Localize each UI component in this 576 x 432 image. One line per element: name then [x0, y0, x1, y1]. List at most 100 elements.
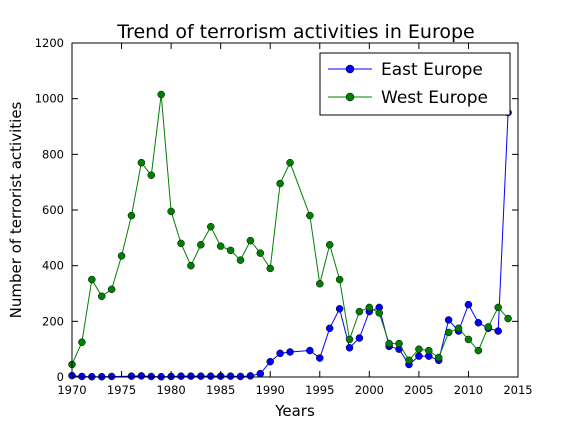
west-europe-data-point	[117, 252, 126, 260]
west-europe-data-point	[365, 303, 374, 312]
west-europe-data-point	[266, 264, 274, 273]
west-europe-data-point	[157, 90, 165, 99]
west-europe-data-point	[167, 207, 175, 216]
x-tick-label: 2005	[404, 383, 433, 397]
west-europe-data-point	[177, 239, 185, 248]
east-europe-data-point	[415, 352, 423, 360]
west-europe-data-point	[187, 261, 195, 270]
west-europe-data-point	[306, 211, 314, 220]
west-europe-data-point	[216, 242, 225, 250]
y-tick-label: 800	[42, 147, 64, 161]
east-europe-series-line	[71, 112, 509, 378]
plot-area	[68, 90, 512, 381]
west-europe-data-point	[484, 323, 493, 331]
west-europe-data-point	[444, 328, 453, 337]
east-europe-data-point	[127, 372, 136, 380]
east-europe-data-point	[286, 348, 294, 356]
west-europe-data-point	[355, 307, 364, 316]
east-europe-data-point	[256, 369, 265, 378]
west-europe-data-point	[405, 356, 413, 365]
west-europe-data-point	[207, 222, 215, 231]
west-europe-data-point	[335, 275, 344, 284]
east-europe-data-point	[316, 354, 324, 362]
x-tick-label: 1995	[305, 383, 334, 397]
east-europe-data-point	[226, 372, 235, 380]
west-europe-data-point	[464, 335, 473, 344]
west-europe-data-point	[78, 338, 86, 346]
west-europe-data-point	[325, 241, 334, 249]
legend-west-marker	[345, 92, 355, 102]
west-europe-data-point	[147, 171, 156, 179]
east-europe-data-point	[306, 346, 314, 355]
x-tick-label: 2000	[355, 383, 384, 397]
y-tick-label: 1000	[35, 92, 64, 106]
east-europe-data-point	[335, 305, 344, 313]
west-europe-data-point	[494, 303, 502, 312]
west-europe-data-point	[425, 346, 433, 355]
axis-ticks: 1970 1975 1980 1985 1990 1995 2000 2005 2010 2015…	[35, 36, 533, 397]
x-axis-label: Years	[274, 402, 315, 420]
east-europe-data-point	[474, 318, 483, 327]
west-europe-data-point	[385, 339, 393, 348]
east-europe-data-point	[276, 349, 284, 358]
x-tick-label: 1970	[57, 383, 86, 397]
y-tick-label: 400	[42, 259, 64, 273]
west-europe-data-point	[197, 241, 205, 249]
west-europe-data-point	[276, 179, 284, 188]
west-europe-data-point	[286, 158, 294, 167]
west-europe-data-point	[395, 339, 403, 348]
east-europe-data-point	[444, 316, 453, 324]
east-europe-data-point	[78, 372, 86, 381]
legend-box	[319, 52, 511, 116]
y-tick-label: 1200	[35, 36, 64, 50]
west-europe-data-point	[226, 246, 235, 255]
west-europe-data-point	[256, 249, 265, 257]
x-tick-label: 1975	[107, 383, 136, 397]
west-europe-data-point	[107, 285, 116, 294]
west-europe-data-point	[345, 335, 354, 344]
east-europe-data-point	[207, 372, 215, 380]
legend-east-label: East Europe	[381, 60, 483, 80]
west-europe-data-point	[316, 280, 324, 288]
west-europe-data-point	[88, 275, 96, 284]
legend-west-label: West Europe	[381, 88, 488, 108]
legend: East Europe West Europe	[319, 52, 511, 116]
west-europe-series-line	[71, 94, 509, 365]
west-europe-data-point	[375, 309, 383, 317]
west-europe-data-point	[236, 256, 245, 264]
east-europe-data-point	[345, 344, 354, 352]
west-europe-data-point	[97, 292, 106, 301]
east-europe-data-point	[266, 357, 274, 366]
x-tick-label: 2015	[503, 383, 532, 397]
y-tick-label: 200	[42, 314, 64, 328]
east-europe-data-point	[177, 372, 185, 380]
y-tick-label: 600	[42, 203, 64, 217]
y-tick-label: 0	[57, 370, 64, 384]
east-europe-data-point	[147, 372, 156, 381]
east-europe-data-point	[107, 372, 116, 381]
x-tick-label: 1985	[206, 383, 235, 397]
y-axis-label: Number of terrorist activities	[7, 101, 25, 318]
east-europe-data-point	[137, 372, 146, 380]
west-europe-data-point	[415, 345, 423, 353]
west-europe-data-point	[454, 324, 463, 333]
x-tick-label: 2010	[454, 383, 483, 397]
west-europe-data-point	[127, 211, 136, 220]
x-tick-label: 1990	[256, 383, 285, 397]
west-europe-data-point	[474, 346, 483, 355]
west-europe-data-point	[137, 158, 146, 167]
west-europe-data-point	[504, 314, 512, 323]
east-europe-data-point	[197, 372, 205, 380]
chart-title: Trend of terrorism activities in Europe	[116, 21, 474, 43]
east-europe-data-point	[464, 300, 473, 309]
east-europe-data-point	[325, 324, 334, 333]
west-europe-data-point	[434, 353, 443, 362]
legend-east-marker	[345, 64, 355, 74]
east-europe-data-point	[236, 372, 245, 381]
east-europe-data-point	[355, 334, 364, 342]
east-europe-data-point	[187, 372, 195, 380]
west-europe-data-point	[246, 236, 255, 245]
east-europe-data-point	[246, 372, 255, 380]
east-europe-data-point	[494, 327, 502, 335]
